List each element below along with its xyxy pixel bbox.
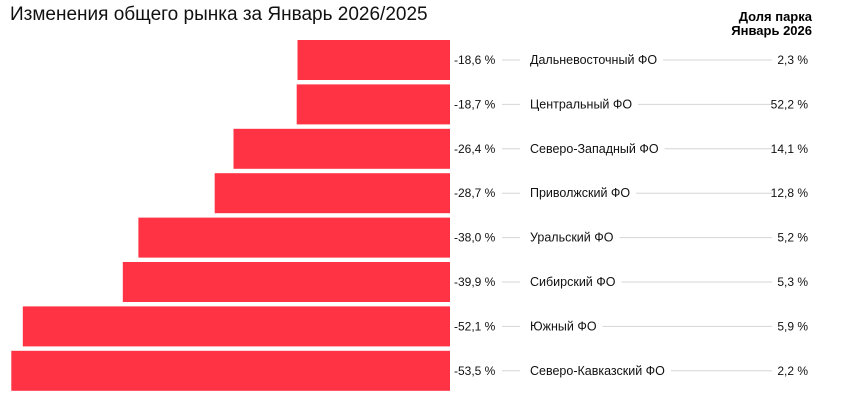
value-label-2: -18,7 % [454, 97, 496, 111]
share-label-8: 2,2 % [777, 364, 808, 378]
category-label-3: Северо-Западный ФО [530, 142, 659, 156]
share-label-5: 5,2 % [777, 231, 808, 245]
share-header-line-2: Январь 2026 [731, 23, 812, 38]
chart-title: Изменения общего рынка за Январь 2026/20… [10, 4, 428, 25]
value-label-6: -39,9 % [454, 275, 496, 289]
category-label-7: Южный ФО [530, 319, 597, 333]
bar-4 [214, 173, 450, 214]
bar-7 [22, 306, 451, 347]
share-header-line-1: Доля парка [738, 9, 812, 24]
share-label-1: 2,3 % [777, 53, 808, 67]
share-column-header: Доля парка Январь 2026 [731, 10, 812, 38]
value-label-4: -28,7 % [454, 186, 496, 200]
category-label-4: Приволжский ФО [530, 186, 630, 200]
category-label-8: Северо-Кавказский ФО [530, 364, 665, 378]
value-label-3: -26,4 % [454, 142, 496, 156]
share-label-7: 5,9 % [777, 319, 808, 333]
category-label-6: Сибирский ФО [530, 275, 616, 289]
bar-8 [11, 350, 451, 391]
share-label-3: 14,1 % [771, 142, 809, 156]
share-label-2: 52,2 % [771, 97, 809, 111]
value-label-5: -38,0 % [454, 231, 496, 245]
bar-2 [296, 84, 450, 125]
share-column-header-text: Доля парка Январь 2026 [731, 9, 812, 38]
share-label-6: 5,3 % [777, 275, 808, 289]
share-label-4: 12,8 % [771, 186, 809, 200]
category-label-5: Уральский ФО [530, 231, 614, 245]
value-label-7: -52,1 % [454, 319, 496, 333]
bar-1 [297, 40, 450, 80]
bar-6 [122, 262, 451, 302]
value-label-1: -18,6 % [454, 53, 496, 67]
bar-3 [233, 128, 450, 169]
bar-5 [138, 217, 450, 258]
value-label-8: -53,5 % [454, 364, 496, 378]
category-label-2: Центральный ФО [530, 97, 632, 111]
category-label-1: Дальневосточный ФО [530, 53, 657, 67]
